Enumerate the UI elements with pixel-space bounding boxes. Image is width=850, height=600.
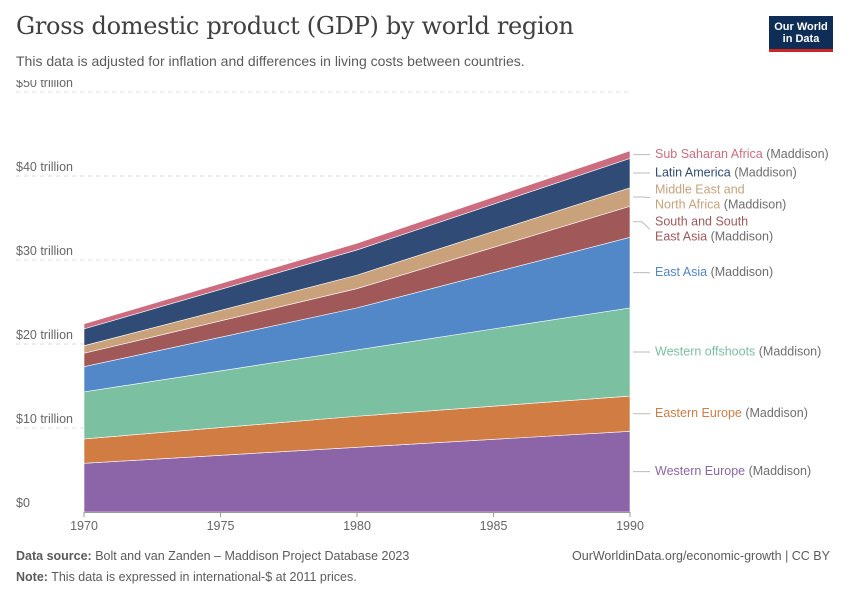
y-tick-label: $20 trillion	[16, 328, 73, 342]
y-tick-label: $30 trillion	[16, 244, 73, 258]
x-tick-label: 1985	[480, 519, 508, 533]
owid-logo[interactable]: Our World in Data	[769, 16, 833, 52]
legend-label: Middle East and	[655, 183, 745, 197]
legend-item-western-offshoots: Western offshoots (Maddison)	[633, 344, 821, 358]
x-tick-label: 1975	[207, 519, 235, 533]
stacked-area-chart: $0 $10 trillion $20 trillion $30 trillion $4…	[16, 80, 829, 533]
data-source-text[interactable]: Bolt and van Zanden – Maddison Project D…	[95, 549, 410, 563]
data-source-label: Data source:	[16, 549, 92, 563]
y-tick-label: $0	[16, 496, 30, 510]
source-link[interactable]: OurWorldinData.org/economic-growth | CC …	[572, 549, 830, 563]
data-note: Note: This data is expressed in internat…	[16, 570, 357, 584]
area-sub-saharan-africa	[83, 150, 631, 330]
legend-item-eastern-europe: Eastern Europe (Maddison)	[633, 406, 808, 420]
data-note-label: Note:	[16, 570, 48, 584]
legend-item-sub-saharan-africa: Sub Saharan Africa (Maddison)	[633, 147, 829, 161]
legend-item-east-asia: East Asia (Maddison)	[633, 265, 773, 279]
legend-label: Sub Saharan Africa (Maddison)	[655, 147, 829, 161]
legend-connector	[633, 221, 651, 230]
y-tick-label: $10 trillion	[16, 412, 73, 426]
legend-label: Western offshoots (Maddison)	[655, 344, 821, 358]
legend-item-western-europe: Western Europe (Maddison)	[633, 464, 811, 478]
x-tick-label: 1990	[616, 519, 644, 533]
legend-label: North Africa (Maddison)	[655, 198, 786, 212]
y-tick-label: $50 trillion	[16, 80, 73, 90]
legend-label: Western Europe (Maddison)	[655, 464, 811, 478]
x-tick-label: 1970	[70, 519, 98, 533]
chart-title: Gross domestic product (GDP) by world re…	[16, 12, 574, 40]
legend-connector	[633, 196, 651, 199]
legend-label: Latin America (Maddison)	[655, 166, 797, 180]
logo-line-1: Our World	[774, 21, 828, 33]
chart-subtitle: This data is adjusted for inflation and …	[16, 53, 525, 69]
y-tick-label: $40 trillion	[16, 160, 73, 174]
data-note-text: This data is expressed in international-…	[51, 570, 357, 584]
legend-label: East Asia (Maddison)	[655, 230, 773, 244]
x-tick-label: 1980	[343, 519, 371, 533]
data-source: Data source: Bolt and van Zanden – Maddi…	[16, 549, 409, 563]
legend-label: Eastern Europe (Maddison)	[655, 406, 808, 420]
logo-line-2: in Data	[782, 33, 820, 45]
legend-label: East Asia (Maddison)	[655, 265, 773, 279]
legend-item-latin-america: Latin America (Maddison)	[633, 166, 797, 180]
legend-label: South and South	[655, 215, 748, 229]
